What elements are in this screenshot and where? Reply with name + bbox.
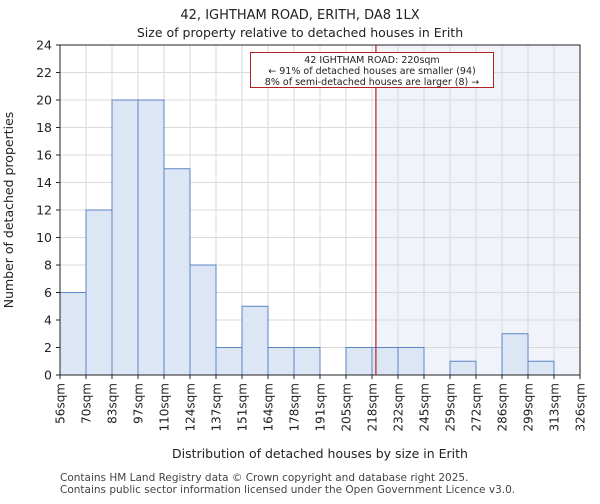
x-tick-label: 313sqm bbox=[548, 383, 562, 431]
x-tick-label: 164sqm bbox=[262, 383, 276, 431]
y-tick-label: 12 bbox=[36, 203, 52, 218]
y-tick-label: 8 bbox=[44, 258, 52, 273]
y-tick-label: 6 bbox=[44, 285, 52, 300]
annotation-line-2: ← 91% of detached houses are smaller (94… bbox=[268, 66, 476, 77]
y-tick-label: 10 bbox=[36, 230, 52, 245]
histogram-bar bbox=[215, 347, 243, 376]
x-tick-label: 83sqm bbox=[106, 383, 120, 424]
x-tick-label: 70sqm bbox=[80, 383, 94, 424]
x-tick-label: 56sqm bbox=[54, 383, 68, 424]
y-tick-label: 4 bbox=[44, 313, 52, 328]
y-tick-label: 16 bbox=[36, 148, 52, 163]
histogram-bar bbox=[111, 99, 139, 376]
x-tick-label: 232sqm bbox=[392, 383, 406, 431]
x-tick-label: 110sqm bbox=[158, 383, 172, 431]
annotation-line-1: 42 IGHTHAM ROAD: 220sqm bbox=[304, 55, 440, 66]
x-tick-label: 97sqm bbox=[132, 383, 146, 424]
histogram-bar bbox=[59, 292, 87, 376]
footer-line-2: Contains public sector information licen… bbox=[60, 484, 516, 496]
annotation-line-3: 8% of semi-detached houses are larger (8… bbox=[264, 77, 480, 88]
x-tick-label: 272sqm bbox=[470, 383, 484, 431]
chart-title: 42, IGHTHAM ROAD, ERITH, DA8 1LX bbox=[180, 8, 419, 23]
y-tick-label: 2 bbox=[44, 340, 52, 355]
histogram-bar bbox=[267, 347, 295, 376]
histogram-bar bbox=[163, 168, 191, 376]
annotation-box: 42 IGHTHAM ROAD: 220sqm ← 91% of detache… bbox=[250, 52, 494, 88]
x-tick-label: 124sqm bbox=[184, 383, 198, 431]
y-tick-label: 18 bbox=[36, 120, 52, 135]
chart-subtitle: Size of property relative to detached ho… bbox=[137, 25, 463, 40]
histogram-bar bbox=[501, 333, 529, 376]
x-tick-label: 326sqm bbox=[574, 383, 588, 431]
histogram-bar bbox=[137, 99, 165, 376]
histogram-bar bbox=[397, 347, 425, 376]
histogram-bar bbox=[345, 347, 373, 376]
histogram-bar bbox=[85, 209, 113, 376]
x-tick-label: 178sqm bbox=[288, 383, 302, 431]
x-tick-label: 299sqm bbox=[522, 383, 536, 431]
x-tick-label: 191sqm bbox=[314, 383, 328, 431]
x-axis-label: Distribution of detached houses by size … bbox=[172, 446, 468, 461]
y-tick-label: 22 bbox=[36, 65, 52, 80]
histogram-bar bbox=[449, 360, 477, 376]
x-tick-label: 205sqm bbox=[340, 383, 354, 431]
footer-line-1: Contains HM Land Registry data © Crown c… bbox=[60, 472, 469, 484]
y-tick-label: 20 bbox=[36, 93, 52, 108]
x-tick-label: 151sqm bbox=[236, 383, 250, 431]
histogram-bar bbox=[527, 360, 555, 376]
histogram-bar bbox=[293, 347, 321, 376]
y-tick-label: 14 bbox=[36, 175, 52, 190]
histogram-bar bbox=[189, 264, 217, 376]
x-tick-label: 137sqm bbox=[210, 383, 224, 431]
x-tick-label: 245sqm bbox=[418, 383, 432, 431]
histogram-bar bbox=[241, 305, 269, 376]
x-tick-label: 286sqm bbox=[496, 383, 510, 431]
x-tick-label: 218sqm bbox=[366, 383, 380, 431]
y-tick-label: 24 bbox=[36, 38, 52, 53]
y-axis-label: Number of detached properties bbox=[1, 112, 16, 309]
x-tick-label: 259sqm bbox=[444, 383, 458, 431]
y-tick-label: 0 bbox=[44, 368, 52, 383]
